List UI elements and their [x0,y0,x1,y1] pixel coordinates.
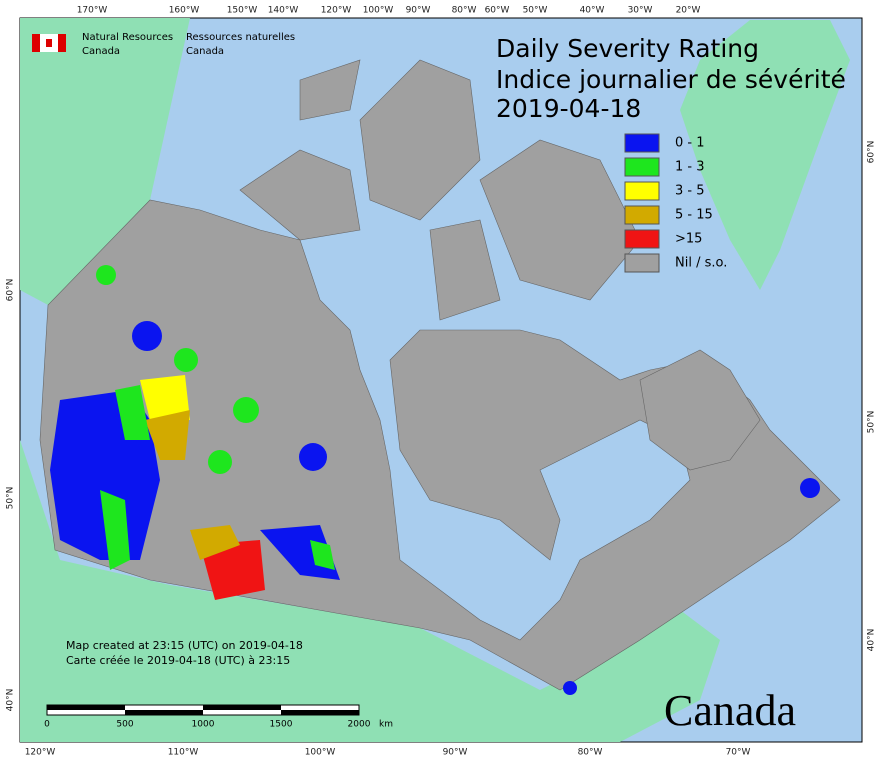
legend-label: 0 - 1 [675,136,705,151]
graticule-label: 100°W [305,748,336,758]
graticule-label: 100°W [363,6,394,16]
graticule-label: 20°W [676,6,701,16]
wordmark: Canada [664,686,796,735]
graticule-label: 40°N [6,689,16,712]
graticule-label: 80°W [578,748,603,758]
title: Daily Severity Rating [496,34,759,63]
scale-label: 500 [116,720,133,730]
scale-bar [46,704,360,716]
legend-swatch [624,229,660,249]
graticule-label: 50°N [867,411,877,434]
legend-swatch [624,253,660,273]
graticule-label: 90°W [406,6,431,16]
graticule-label: 30°W [628,6,653,16]
created-note: Map created at 23:15 (UTC) on 2019-04-18 [66,639,303,652]
graticule-label: 120°W [25,748,56,758]
severity-areas [50,265,820,695]
graticule-label: 70°W [726,748,751,758]
scale-unit: km [379,720,393,730]
graticule-label: 120°W [321,6,352,16]
graticule-label: 170°W [77,6,108,16]
graticule-label: 60°N [6,279,16,302]
legend-swatch [624,205,660,225]
graticule-label: 40°N [867,629,877,652]
agency: Canada [82,46,120,57]
graticule-label: 50°N [6,487,16,510]
graticule-label: 150°W [227,6,258,16]
graticule-label: 80°W [452,6,477,16]
legend-swatch [624,181,660,201]
agency: Natural Resources [82,32,173,43]
graticule-label: 40°W [580,6,605,16]
scale-label: 2000 [348,720,371,730]
legend-label: Nil / s.o. [675,256,727,271]
legend-swatch [624,133,660,153]
scale-label: 1500 [270,720,293,730]
title-date: 2019-04-18 [496,94,641,123]
graticule-label: 90°W [443,748,468,758]
legend-label: 3 - 5 [675,184,705,199]
legend-label: >15 [675,232,702,247]
graticule-label: 60°W [485,6,510,16]
graticule-label: 160°W [169,6,200,16]
legend-label: 1 - 3 [675,160,705,175]
created-note: Carte créée le 2019-04-18 (UTC) à 23:15 [66,654,290,667]
graticule-label: 110°W [168,748,199,758]
graticule-label: 140°W [268,6,299,16]
title: Indice journalier de sévérité [496,65,846,94]
scale-label: 0 [44,720,50,730]
graticule-label: 50°W [523,6,548,16]
graticule-label: 60°N [867,141,877,164]
logo [32,34,66,52]
agency: Canada [186,46,224,57]
legend-swatch [624,157,660,177]
legend-label: 5 - 15 [675,208,713,223]
scale-label: 1000 [192,720,215,730]
land [20,18,850,742]
agency: Ressources naturelles [186,32,295,43]
